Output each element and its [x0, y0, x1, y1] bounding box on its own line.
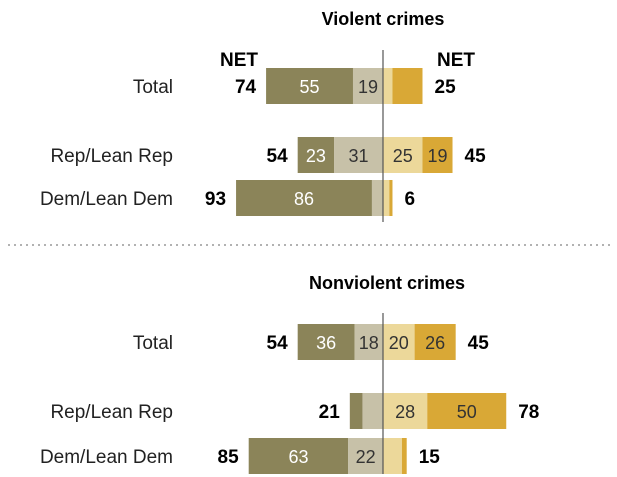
net-left-0-rep-lean-rep: 54 — [267, 146, 289, 167]
bar-segment-0-total-1 — [352, 68, 383, 104]
category-label-1-dem-lean-dem: Dem/Lean Dem — [40, 447, 173, 468]
data-label-0-total-1: 19 — [358, 77, 378, 97]
bar-segment-1-rep-lean-rep-1 — [362, 393, 383, 429]
bar-segment-1-rep-lean-rep-0 — [349, 393, 363, 429]
net-left-1-total: 54 — [267, 333, 289, 354]
net-left-1-rep-lean-rep: 21 — [319, 402, 341, 423]
category-label-0-total: Total — [133, 77, 173, 98]
data-label-1-rep-lean-rep-3: 50 — [457, 402, 477, 422]
bar-segment-1-total-2 — [383, 324, 415, 360]
bar-segment-1-dem-lean-dem-3 — [401, 438, 407, 474]
bar-segment-0-rep-lean-rep-1 — [334, 137, 383, 173]
bar-segment-1-total-3 — [414, 324, 456, 360]
net-right-1-total: 45 — [468, 333, 490, 354]
data-label-1-total-1: 18 — [359, 333, 379, 353]
data-label-1-rep-lean-rep-2: 28 — [395, 402, 415, 422]
bar-segment-1-dem-lean-dem-1 — [348, 438, 383, 474]
bar-segment-0-rep-lean-rep-3 — [422, 137, 453, 173]
data-label-1-dem-lean-dem-0: 63 — [288, 447, 308, 467]
bar-segment-1-total-0 — [297, 324, 355, 360]
bar-segment-0-total-2 — [383, 68, 393, 104]
data-label-0-dem-lean-dem-0: 86 — [294, 189, 314, 209]
net-right-1-dem-lean-dem: 15 — [419, 447, 441, 468]
data-label-1-total-3: 26 — [425, 333, 445, 353]
net-right-0-total: 25 — [435, 77, 457, 98]
net-header-left: NET — [220, 50, 258, 71]
bar-segment-0-rep-lean-rep-2 — [383, 137, 423, 173]
data-label-1-dem-lean-dem-1: 22 — [356, 447, 376, 467]
bar-segment-0-dem-lean-dem-2 — [383, 180, 390, 216]
category-label-0-rep-lean-rep: Rep/Lean Rep — [50, 146, 173, 167]
net-right-0-dem-lean-dem: 6 — [404, 189, 415, 210]
category-label-0-dem-lean-dem: Dem/Lean Dem — [40, 189, 173, 210]
data-label-1-total-0: 36 — [316, 333, 336, 353]
panel-title-violent: Violent crimes — [322, 9, 445, 29]
net-left-1-dem-lean-dem: 85 — [218, 447, 240, 468]
category-label-1-rep-lean-rep: Rep/Lean Rep — [50, 402, 173, 423]
bar-segment-1-rep-lean-rep-2 — [383, 393, 428, 429]
net-right-0-rep-lean-rep: 45 — [465, 146, 487, 167]
bar-segment-0-total-3 — [392, 68, 423, 104]
data-label-0-rep-lean-rep-2: 25 — [393, 146, 413, 166]
net-right-1-rep-lean-rep: 78 — [518, 402, 539, 423]
net-header-right: NET — [437, 50, 475, 71]
bar-segment-1-rep-lean-rep-3 — [427, 393, 507, 429]
panel-title-nonviolent: Nonviolent crimes — [309, 273, 465, 293]
bar-segment-1-total-1 — [354, 324, 383, 360]
data-label-1-total-2: 20 — [389, 333, 409, 353]
bar-segment-0-dem-lean-dem-1 — [371, 180, 383, 216]
bar-segment-1-dem-lean-dem-2 — [383, 438, 402, 474]
data-label-0-rep-lean-rep-0: 23 — [306, 146, 326, 166]
data-label-0-rep-lean-rep-1: 31 — [348, 146, 368, 166]
net-left-0-dem-lean-dem: 93 — [205, 189, 226, 210]
net-left-0-total: 74 — [235, 77, 257, 98]
bar-segment-1-dem-lean-dem-0 — [248, 438, 349, 474]
bar-segment-0-total-0 — [266, 68, 353, 104]
bar-segment-0-dem-lean-dem-3 — [389, 180, 393, 216]
data-label-0-rep-lean-rep-3: 19 — [427, 146, 447, 166]
bar-segment-0-dem-lean-dem-0 — [236, 180, 372, 216]
data-label-0-total-0: 55 — [300, 77, 320, 97]
category-label-1-total: Total — [133, 333, 173, 354]
bar-segment-0-rep-lean-rep-0 — [297, 137, 335, 173]
